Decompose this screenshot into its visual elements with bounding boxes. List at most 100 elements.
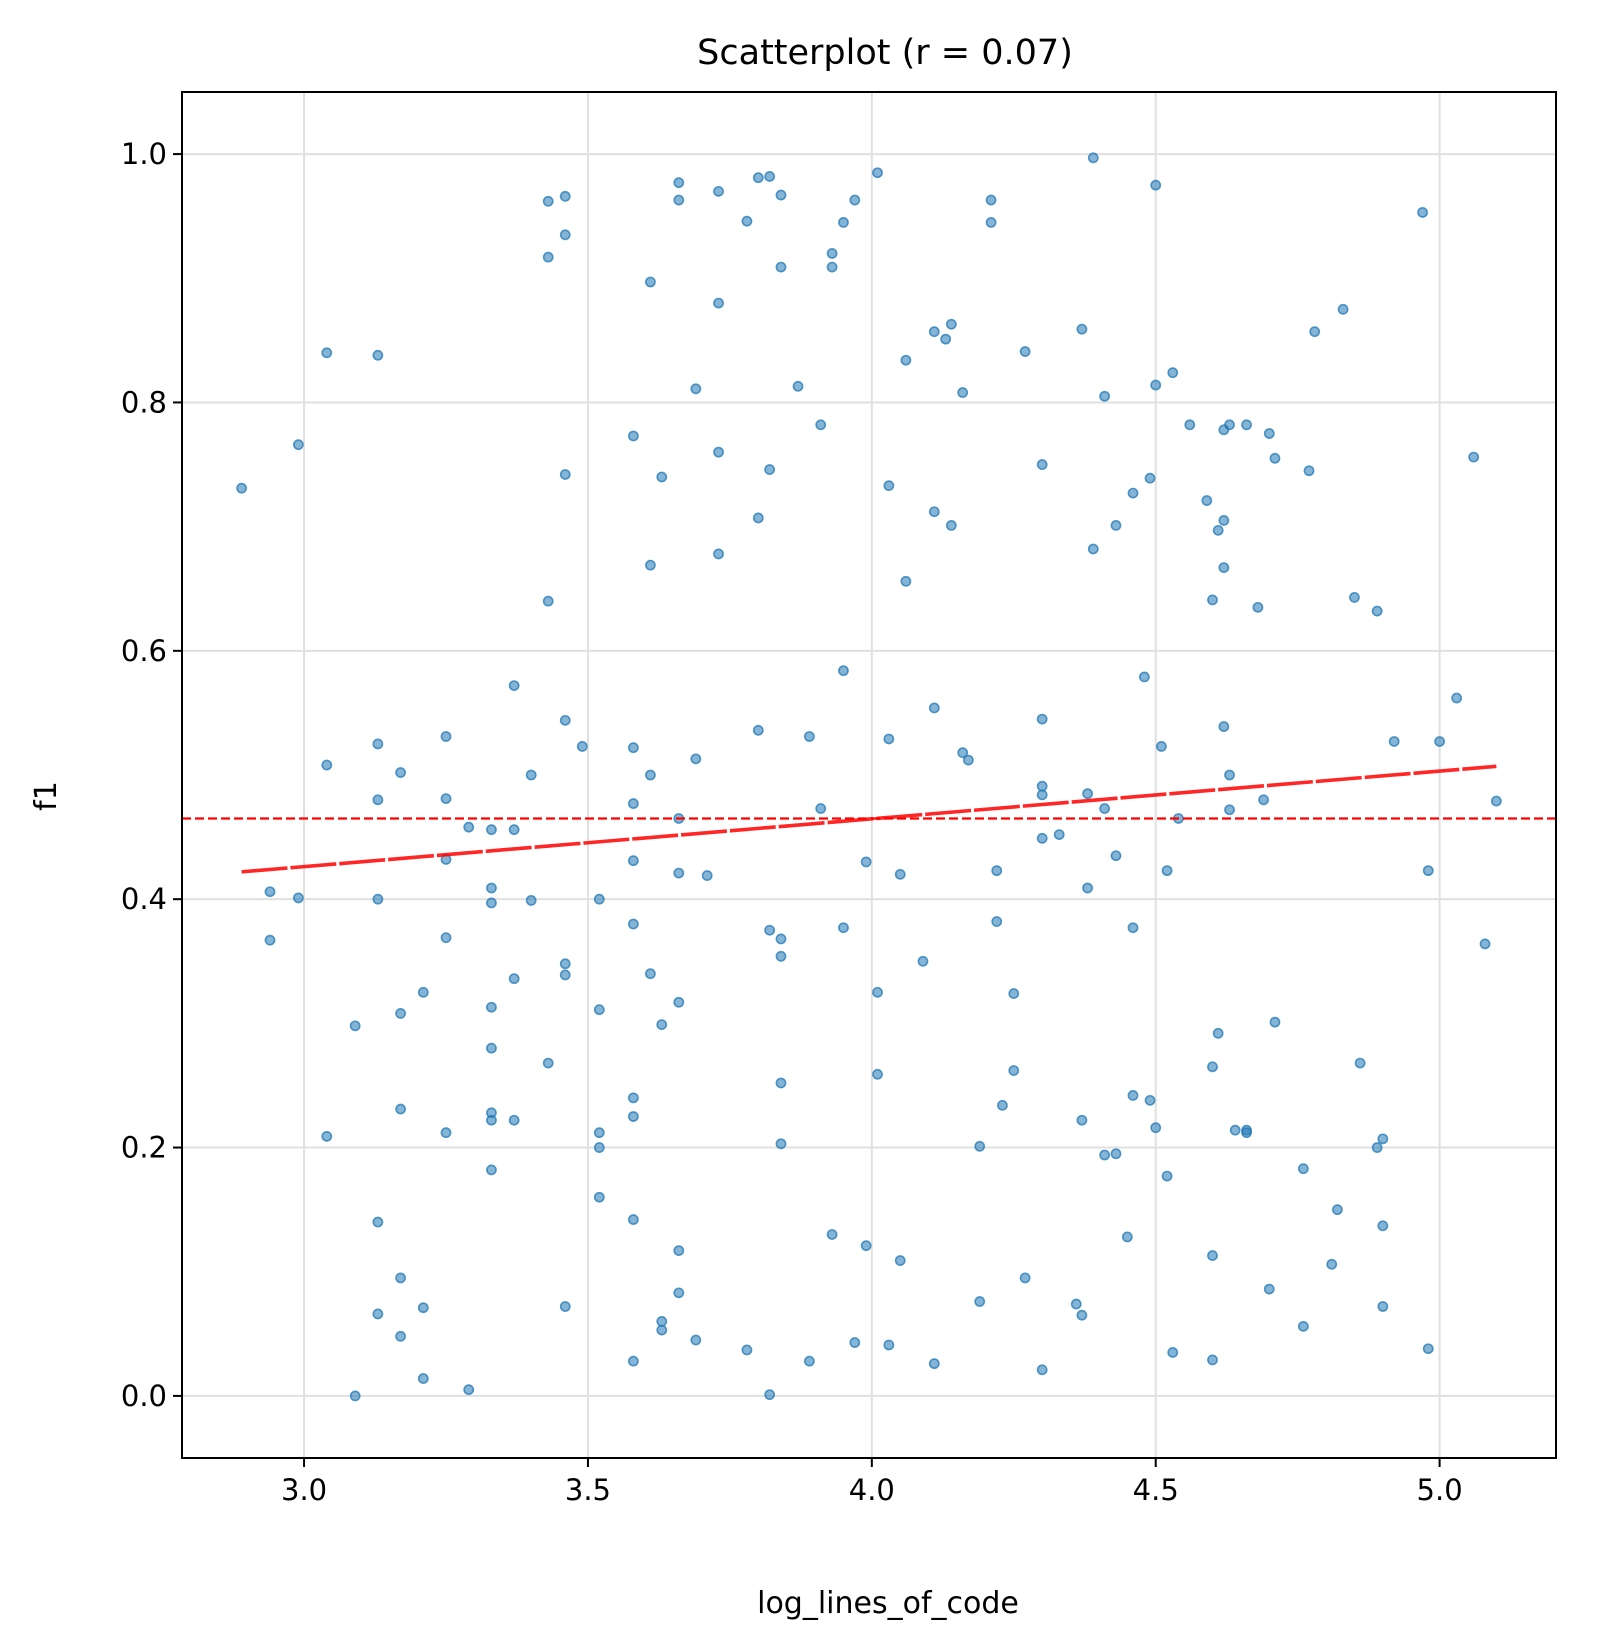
data-point <box>463 1384 475 1396</box>
data-point <box>752 512 764 524</box>
data-point <box>764 464 776 475</box>
y-tick-label: 0.4 <box>121 882 167 916</box>
data-point <box>991 916 1003 927</box>
data-point <box>1207 1354 1218 1366</box>
data-point <box>713 297 724 309</box>
data-point <box>883 1339 895 1351</box>
data-point <box>826 1229 838 1240</box>
data-point <box>508 680 520 691</box>
data-point <box>1076 1309 1088 1321</box>
data-point <box>701 870 713 881</box>
data-point <box>1161 865 1173 877</box>
data-point <box>395 1103 406 1115</box>
data-point <box>1337 303 1349 315</box>
data-point <box>1377 1220 1389 1232</box>
data-point <box>627 1214 639 1225</box>
data-point <box>1377 1133 1389 1145</box>
data-point <box>752 724 764 736</box>
data-point <box>826 261 838 273</box>
data-point <box>559 229 571 241</box>
data-point <box>1297 1320 1309 1332</box>
data-point <box>1263 1283 1275 1295</box>
data-point <box>1207 594 1218 606</box>
data-point <box>957 747 969 759</box>
data-point <box>1099 803 1111 814</box>
data-point <box>321 759 333 771</box>
data-point <box>894 868 906 880</box>
data-point <box>673 1245 685 1257</box>
data-point <box>1207 1061 1218 1073</box>
data-point <box>417 1302 429 1314</box>
data-point <box>593 1004 605 1016</box>
data-point <box>1297 1163 1309 1175</box>
data-point <box>1150 379 1162 391</box>
data-point <box>542 595 554 607</box>
data-point <box>803 731 815 742</box>
data-point <box>1303 465 1315 477</box>
data-point <box>440 793 452 804</box>
data-point <box>1371 1142 1383 1153</box>
data-point <box>1263 428 1275 439</box>
data-point <box>292 439 304 451</box>
data-point <box>486 1001 497 1013</box>
data-point <box>627 742 639 754</box>
data-point <box>815 419 827 431</box>
data-point <box>372 1216 384 1228</box>
data-point <box>440 731 452 742</box>
data-point <box>997 1099 1008 1111</box>
data-point <box>486 1164 497 1176</box>
data-point <box>1082 788 1093 800</box>
data-point <box>656 1316 668 1327</box>
data-point <box>838 922 849 934</box>
data-point <box>1224 419 1235 431</box>
data-point <box>764 924 776 936</box>
data-point <box>440 932 452 944</box>
data-point <box>752 172 764 184</box>
data-point <box>1479 938 1491 950</box>
data-point <box>764 1389 776 1401</box>
data-point <box>928 702 940 714</box>
data-point <box>900 354 912 366</box>
data-point <box>1224 769 1235 781</box>
data-point <box>985 194 997 206</box>
data-point <box>1434 736 1446 747</box>
data-point <box>1229 1124 1241 1136</box>
data-point <box>713 446 724 458</box>
data-point <box>1309 326 1321 338</box>
data-point <box>1422 865 1434 877</box>
x-tick-label: 4.0 <box>849 1473 895 1507</box>
data-point <box>645 769 656 781</box>
data-point <box>673 996 685 1008</box>
data-point <box>872 1068 883 1080</box>
data-point <box>1127 922 1139 934</box>
data-point <box>894 1255 906 1266</box>
data-point <box>1218 562 1230 574</box>
data-point <box>1212 1027 1224 1039</box>
data-point <box>775 189 787 201</box>
data-point <box>1377 1301 1389 1312</box>
data-point <box>928 326 940 338</box>
data-point <box>1008 988 1020 999</box>
data-point <box>1490 795 1502 807</box>
data-point <box>627 798 639 809</box>
data-point <box>1127 487 1139 499</box>
data-point <box>1167 1347 1179 1358</box>
data-point <box>849 1337 861 1348</box>
data-point <box>815 803 827 814</box>
data-point <box>627 855 639 867</box>
data-point <box>372 738 384 750</box>
data-point <box>440 1127 452 1139</box>
data-point <box>1076 1114 1088 1126</box>
data-point <box>1388 736 1400 747</box>
data-point <box>690 383 702 395</box>
data-point <box>372 349 384 361</box>
data-point <box>656 1019 668 1031</box>
data-point <box>1082 882 1093 894</box>
data-point <box>838 216 849 228</box>
data-point <box>463 821 475 833</box>
data-point <box>673 867 685 879</box>
data-point <box>372 893 384 905</box>
y-tick-label: 0.0 <box>121 1379 167 1413</box>
data-point <box>1008 1065 1020 1076</box>
